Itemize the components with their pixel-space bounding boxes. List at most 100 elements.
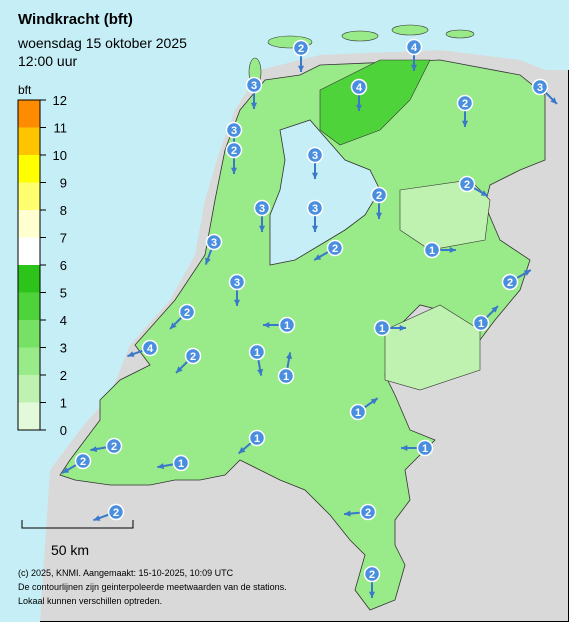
station: 1 xyxy=(472,305,499,332)
station-marker xyxy=(370,186,388,204)
legend-band xyxy=(18,100,40,128)
station-value: 1 xyxy=(478,318,484,330)
arrow-head xyxy=(258,225,266,232)
island xyxy=(391,24,429,36)
station-value: 2 xyxy=(80,456,86,468)
station: 4 xyxy=(405,38,423,71)
station-marker xyxy=(245,76,263,94)
station-value: 3 xyxy=(251,80,257,92)
station: 2 xyxy=(501,269,532,291)
station: 1 xyxy=(248,343,266,376)
station-marker xyxy=(373,319,391,337)
legend-band xyxy=(18,265,40,293)
station: 1 xyxy=(423,241,456,259)
legend-band xyxy=(18,320,40,348)
station-value: 2 xyxy=(111,441,117,453)
arrow-head xyxy=(93,515,101,521)
station-marker xyxy=(278,316,296,334)
ijsselmeer xyxy=(269,119,381,266)
legend-label: 7 xyxy=(60,231,67,246)
station-value: 2 xyxy=(113,507,119,519)
zone-light xyxy=(384,304,481,391)
legend-band xyxy=(18,155,40,183)
station: 2 xyxy=(225,141,243,174)
station-value: 2 xyxy=(190,351,196,363)
station: 1 xyxy=(349,397,379,421)
station-value: 2 xyxy=(462,98,468,110)
footer-line: Lokaal kunnen verschillen optreden. xyxy=(18,596,162,606)
scale-line xyxy=(21,520,134,529)
station-value: 1 xyxy=(283,371,289,383)
arrow-head xyxy=(314,254,322,260)
station: 3 xyxy=(306,199,324,232)
footer-line: De contourlijnen zijn geinterpoleerde me… xyxy=(18,582,287,592)
station: 1 xyxy=(373,319,406,337)
station-marker xyxy=(405,38,423,56)
station-marker xyxy=(306,199,324,217)
station: 2 xyxy=(313,239,344,261)
arrow-head xyxy=(257,368,264,376)
legend-band xyxy=(18,210,40,238)
station-value: 2 xyxy=(231,145,237,157)
station: 1 xyxy=(277,352,295,385)
station-marker xyxy=(225,121,243,139)
station-marker xyxy=(423,241,441,259)
arrow-head xyxy=(344,510,351,517)
station-value: 1 xyxy=(379,323,385,335)
station: 2 xyxy=(169,303,196,330)
station-value: 3 xyxy=(259,203,265,215)
station-value: 3 xyxy=(312,203,318,215)
title: Windkracht (bft) xyxy=(18,11,133,28)
station: 2 xyxy=(370,186,388,219)
arrow-head xyxy=(62,467,70,473)
station: 2 xyxy=(458,175,489,197)
station-marker xyxy=(359,503,377,521)
station-value: 4 xyxy=(147,343,154,355)
station-marker xyxy=(531,78,549,96)
station-value: 1 xyxy=(254,433,260,445)
arrow-head xyxy=(370,398,378,405)
station-marker xyxy=(141,339,159,357)
zone-strong xyxy=(319,59,431,146)
footer-line: (c) 2025, KNMI. Aangemaakt: 15-10-2025, … xyxy=(18,568,234,578)
station-value: 2 xyxy=(298,43,304,55)
arrow-head xyxy=(480,190,488,196)
legend-band xyxy=(18,292,40,320)
station: 2 xyxy=(344,503,377,521)
station-marker xyxy=(253,199,271,217)
station: 2 xyxy=(292,39,310,72)
station: 4 xyxy=(350,78,368,111)
station-value: 2 xyxy=(507,277,513,289)
island xyxy=(445,29,475,39)
station-marker xyxy=(277,367,295,385)
station-marker xyxy=(363,565,381,583)
station: 1 xyxy=(401,439,434,457)
arrow-head xyxy=(230,167,238,174)
island xyxy=(341,30,379,42)
arrow-head xyxy=(399,324,406,332)
station: 3 xyxy=(253,199,271,232)
station-marker xyxy=(292,39,310,57)
station-marker xyxy=(326,239,344,257)
legend-band xyxy=(18,402,40,430)
arrow-head xyxy=(311,225,319,232)
station-value: 1 xyxy=(284,320,290,332)
station: 3 xyxy=(306,146,324,179)
station-marker xyxy=(350,78,368,96)
arrow-head xyxy=(176,366,183,373)
arrow-head xyxy=(550,97,557,104)
station: 2 xyxy=(363,565,381,598)
arrow-head xyxy=(449,246,456,254)
legend-label: 4 xyxy=(60,313,67,328)
arrow-head xyxy=(170,322,177,329)
station-marker xyxy=(107,503,125,521)
legend-band xyxy=(18,375,40,403)
arrow-head xyxy=(157,463,165,470)
station-value: 3 xyxy=(231,125,237,137)
arrow-head xyxy=(355,104,363,111)
arrow-head xyxy=(238,447,246,454)
legend-band xyxy=(18,182,40,210)
station: 2 xyxy=(61,452,92,474)
station-value: 2 xyxy=(365,507,371,519)
